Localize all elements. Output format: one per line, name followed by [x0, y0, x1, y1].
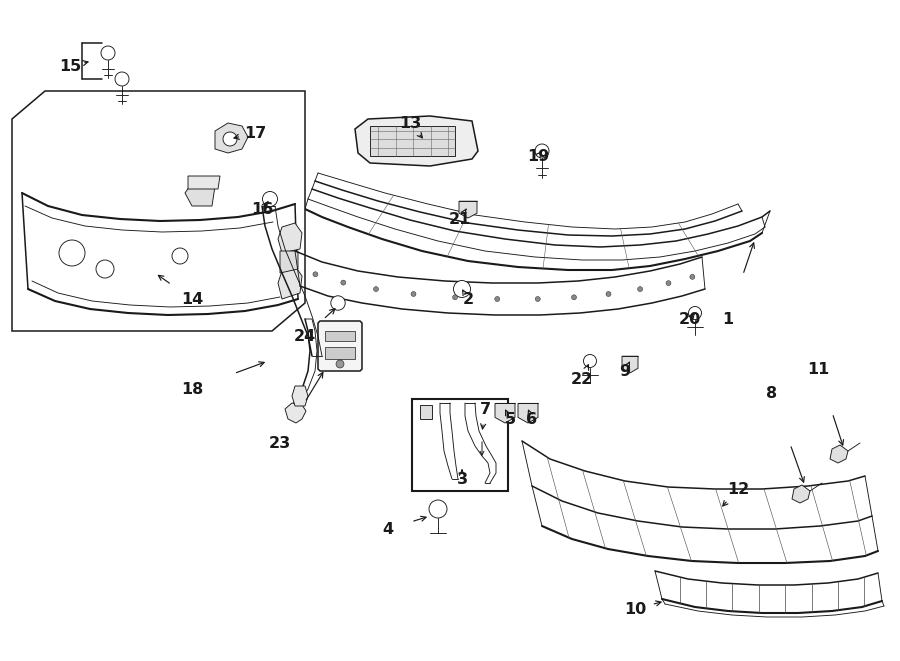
Text: 9: 9: [619, 364, 631, 379]
Circle shape: [336, 360, 344, 368]
Text: 13: 13: [399, 116, 421, 130]
Circle shape: [223, 132, 237, 146]
Polygon shape: [459, 201, 477, 218]
Text: 19: 19: [526, 149, 549, 163]
Text: 14: 14: [181, 292, 203, 307]
Circle shape: [313, 272, 318, 277]
Polygon shape: [495, 403, 515, 423]
Polygon shape: [188, 176, 220, 189]
Circle shape: [96, 260, 114, 278]
Text: 2: 2: [463, 292, 473, 307]
Polygon shape: [355, 116, 478, 166]
Polygon shape: [185, 183, 215, 206]
Circle shape: [536, 297, 540, 301]
Circle shape: [572, 295, 577, 300]
Text: 3: 3: [456, 471, 468, 486]
Circle shape: [535, 144, 549, 158]
Circle shape: [453, 295, 457, 300]
Text: 21: 21: [449, 212, 471, 227]
Polygon shape: [285, 403, 306, 423]
Polygon shape: [278, 266, 302, 299]
Text: 12: 12: [727, 481, 749, 496]
Circle shape: [666, 281, 671, 286]
Circle shape: [341, 280, 346, 285]
Bar: [325, 331, 355, 341]
Polygon shape: [830, 445, 848, 463]
Polygon shape: [215, 123, 248, 153]
Bar: [412, 399, 508, 491]
Text: 8: 8: [767, 385, 778, 401]
Polygon shape: [318, 321, 362, 371]
Circle shape: [637, 287, 643, 292]
Circle shape: [374, 287, 379, 292]
Text: 6: 6: [526, 412, 537, 426]
Circle shape: [689, 274, 695, 280]
Text: 1: 1: [723, 311, 734, 327]
Text: 10: 10: [624, 602, 646, 617]
Text: 15: 15: [58, 59, 81, 73]
Circle shape: [454, 280, 471, 297]
Circle shape: [411, 292, 416, 297]
Circle shape: [59, 240, 85, 266]
Text: 24: 24: [294, 329, 316, 344]
Polygon shape: [280, 251, 298, 273]
Polygon shape: [792, 485, 810, 503]
Text: 4: 4: [382, 522, 393, 537]
Text: 20: 20: [679, 311, 701, 327]
Circle shape: [688, 307, 701, 319]
Bar: [325, 347, 355, 359]
Text: 18: 18: [181, 381, 203, 397]
Circle shape: [331, 296, 346, 310]
Text: 16: 16: [251, 202, 273, 217]
Polygon shape: [278, 223, 302, 253]
Bar: [420, 405, 432, 419]
Circle shape: [263, 192, 277, 206]
Text: 22: 22: [571, 371, 593, 387]
Circle shape: [583, 354, 597, 368]
Bar: [370, 126, 455, 156]
Polygon shape: [292, 386, 308, 406]
Circle shape: [429, 500, 447, 518]
Text: 23: 23: [269, 436, 291, 451]
Text: 5: 5: [504, 412, 516, 426]
Circle shape: [495, 297, 500, 301]
Circle shape: [101, 46, 115, 60]
Text: 7: 7: [480, 401, 491, 416]
Polygon shape: [518, 403, 538, 423]
Circle shape: [172, 248, 188, 264]
Circle shape: [115, 72, 129, 86]
Circle shape: [606, 292, 611, 297]
Polygon shape: [12, 91, 305, 331]
Polygon shape: [622, 356, 638, 373]
Text: 17: 17: [244, 126, 266, 141]
Text: 11: 11: [807, 362, 829, 377]
